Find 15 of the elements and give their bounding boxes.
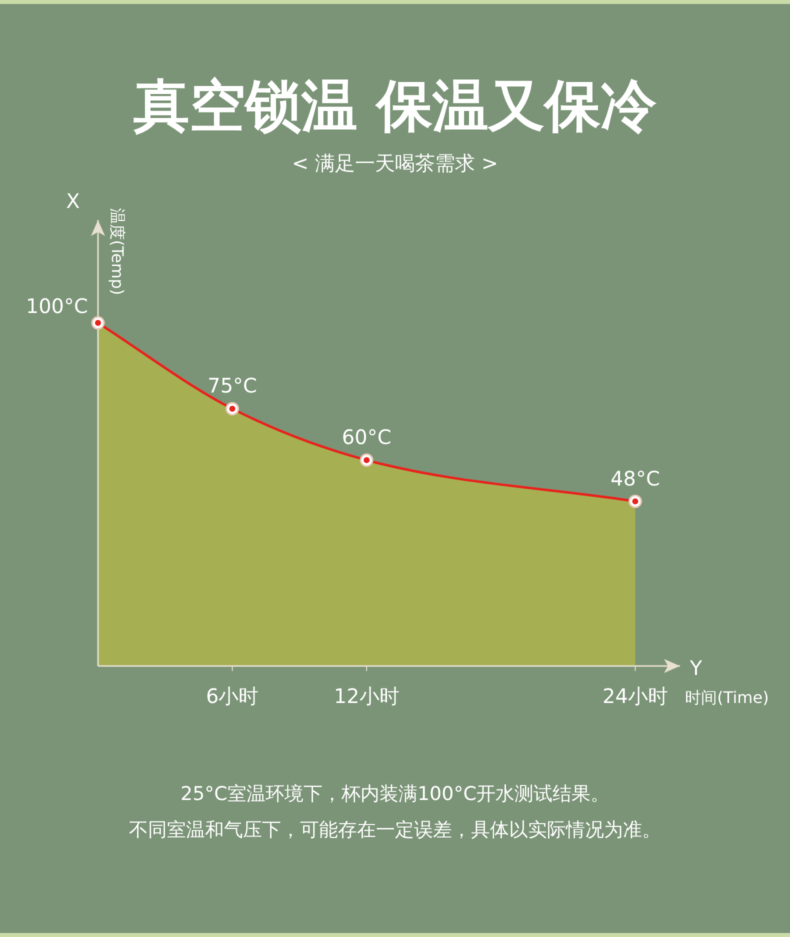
y-axis-title: 温度(Temp)	[108, 208, 127, 296]
x-axis-title: 时间(Time)	[685, 688, 769, 707]
chart-subtitle: < 满足一天喝茶需求 >	[292, 151, 498, 175]
text: 25°C室温环境下，杯内装满100°C开水测试结果。	[180, 783, 610, 805]
data-label: 48°C	[610, 466, 660, 490]
text: 不同室温和气压下，可能存在一定误差，具体以实际情况为准。	[129, 819, 661, 841]
chart-title: 真空锁温 保温又保冷	[132, 74, 658, 139]
text: Y	[688, 656, 703, 680]
data-label: 100°C	[26, 294, 88, 318]
data-label: 75°C	[208, 374, 258, 398]
x-tick-label: 6小时	[206, 684, 259, 708]
text: X	[66, 189, 80, 213]
x-tick-label: 12小时	[334, 684, 400, 708]
data-label: 60°C	[342, 425, 392, 450]
x-tick-label: 24小时	[602, 684, 668, 708]
